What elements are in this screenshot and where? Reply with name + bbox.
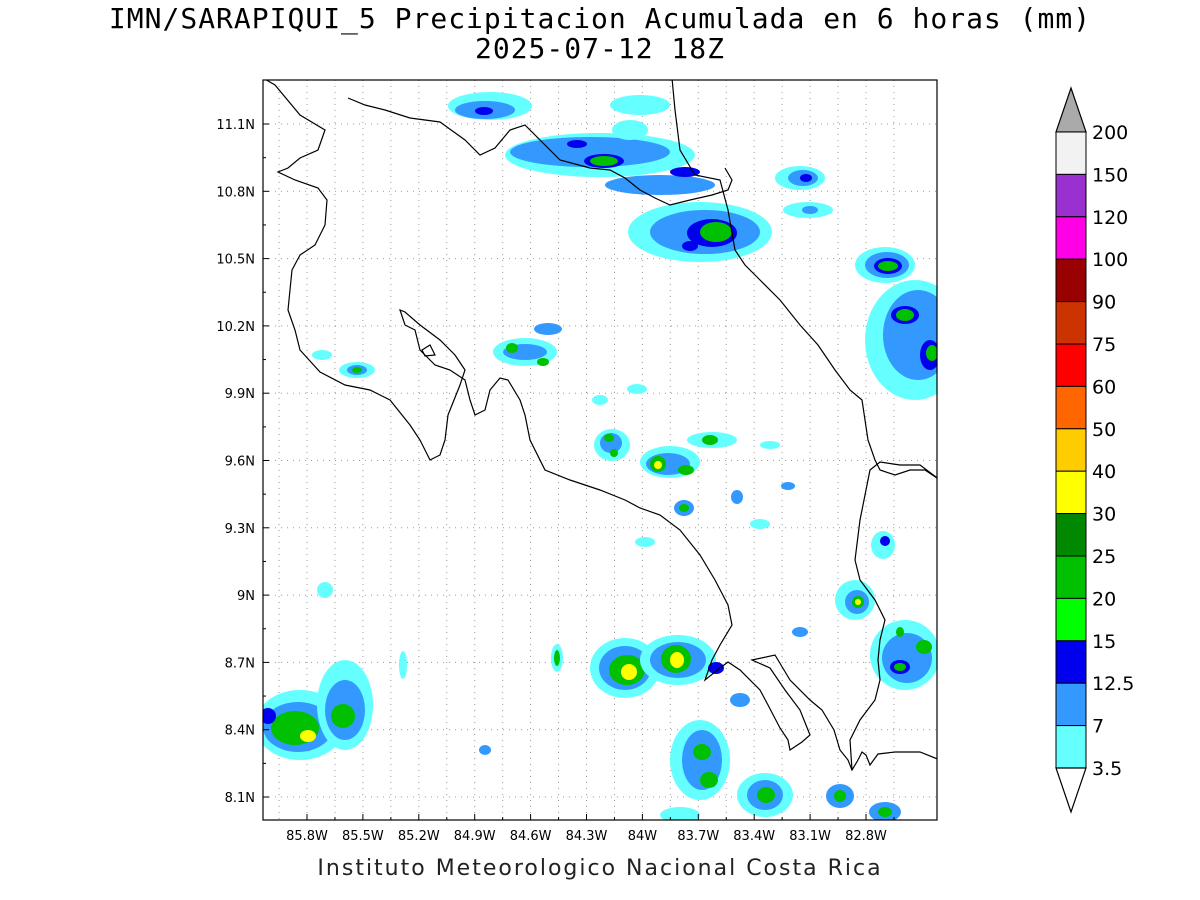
precip-area [312, 350, 375, 378]
precipitation-layer [263, 92, 937, 820]
map-title: IMN/SARAPIQUI_5 Precipitacion Acumulada … [108, 2, 1092, 35]
colorbar-label: 20 [1092, 588, 1116, 610]
lat-tick-label: 10.5N [216, 253, 255, 268]
colorbar-top-arrow [1055, 86, 1087, 133]
precip-area [592, 384, 795, 547]
lat-tick-label: 10.2N [216, 320, 255, 335]
precip-area [263, 690, 345, 760]
precip-area [594, 429, 630, 461]
colorbar-swatch [1055, 428, 1087, 472]
island [421, 344, 436, 357]
colorbar-label: 90 [1092, 292, 1116, 314]
lon-tick-label: 85.8W [286, 829, 328, 844]
colorbar-label: 30 [1092, 504, 1116, 526]
map-frame [262, 79, 938, 821]
precip-area [660, 773, 901, 820]
colorbar-label: 15 [1092, 631, 1116, 653]
precip-area [865, 280, 937, 400]
lon-tick-label: 85.2W [398, 829, 440, 844]
precip-area [493, 323, 562, 366]
colorbar-label: 3.5 [1092, 758, 1122, 780]
precip-area [628, 202, 772, 262]
border-panama [849, 461, 937, 771]
colorbar-swatch [1055, 682, 1087, 727]
precip-area [605, 95, 715, 195]
colorbar-swatch [1055, 301, 1087, 345]
colorbar-swatch [1055, 385, 1087, 430]
precip-area [448, 92, 532, 120]
colorbar-swatch [1055, 597, 1087, 642]
lat-tick-label: 9.9N [225, 387, 255, 402]
coastline-pacific-north [265, 80, 937, 772]
lat-tick-label: 9.6N [225, 455, 255, 470]
colorbar-swatch [1055, 343, 1087, 387]
footer-credit: Instituto Meteorologico Nacional Costa R… [317, 856, 883, 881]
lon-tick-label: 84.3W [566, 829, 608, 844]
precip-area [855, 247, 915, 283]
lat-tick-label: 9N [237, 589, 255, 604]
precip-area [870, 620, 937, 690]
colorbar-legend: 200 150 120 100 90 75 60 50 40 30 25 20 15 12.5 7 3.5 [1055, 86, 1134, 814]
precip-area [670, 720, 730, 800]
lon-tick-label: 84W [628, 829, 658, 844]
border-nicaragua [347, 97, 733, 206]
lon-tick-label: 83.4W [733, 829, 775, 844]
precip-area [775, 166, 833, 218]
lat-tick-label: 8.7N [225, 656, 255, 671]
lon-tick-label: 84.9W [454, 829, 496, 844]
precip-area [835, 531, 895, 620]
lon-tick-label: 83.1W [789, 829, 831, 844]
coastline-caribbean [671, 80, 937, 479]
colorbar-swatch [1055, 131, 1087, 175]
colorbar-label: 150 [1092, 164, 1128, 186]
colorbar-label: 25 [1092, 546, 1116, 568]
lat-tick-label: 8.1N [225, 791, 255, 806]
lat-tick-label: 10.8N [216, 185, 255, 200]
colorbar-label: 7 [1092, 716, 1104, 738]
lat-tick-label: 9.3N [225, 522, 255, 537]
lon-tick-label: 82.8W [845, 829, 887, 844]
colorbar-label: 75 [1092, 334, 1116, 356]
colorbar-bottom-arrow [1055, 767, 1087, 814]
precip-area [551, 627, 808, 707]
lon-tick-label: 84.6W [510, 829, 552, 844]
colorbar-label: 100 [1092, 249, 1128, 271]
colorbar-swatch [1055, 470, 1087, 515]
colorbar-label: 50 [1092, 419, 1116, 441]
lon-tick-label: 83.7W [677, 829, 719, 844]
colorbar-swatch [1055, 513, 1087, 557]
colorbar-swatch [1055, 258, 1087, 303]
colorbar-swatch [1055, 173, 1087, 218]
colorbar-swatch [1055, 555, 1087, 599]
precip-area [640, 446, 700, 478]
precip-area [317, 582, 491, 755]
colorbar-label: 120 [1092, 207, 1128, 229]
colorbar-label: 60 [1092, 376, 1116, 398]
colorbar-label: 200 [1092, 122, 1128, 144]
colorbar-label: 12.5 [1092, 673, 1134, 695]
colorbar-swatch [1055, 640, 1087, 684]
lat-tick-label: 8.4N [225, 724, 255, 739]
coastline [265, 80, 937, 772]
longitude-axis: 85.8W 85.5W 85.2W 84.9W 84.6W 84.3W 84W 83.7W 83… [286, 814, 895, 844]
colorbar-label: 40 [1092, 461, 1116, 483]
lon-tick-label: 85.5W [342, 829, 384, 844]
precip-area [505, 133, 695, 177]
map-date: 2025-07-12 18Z [474, 32, 725, 65]
colorbar-swatch [1055, 725, 1087, 769]
colorbar-swatch [1055, 216, 1087, 260]
latitude-axis: 11.1N 10.8N 10.5N 10.2N 9.9N 9.6N 9.3N 9N 8.7N 8.… [216, 118, 269, 806]
lat-tick-label: 11.1N [216, 118, 255, 133]
